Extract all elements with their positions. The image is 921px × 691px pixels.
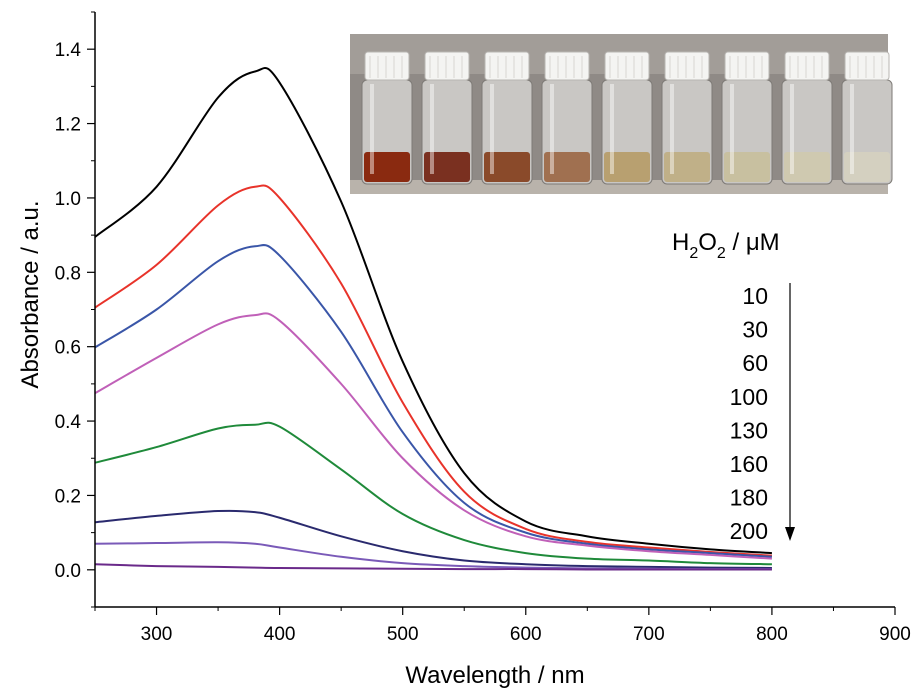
vial-photo-inset [350, 34, 893, 194]
vial [541, 51, 593, 185]
vial [361, 51, 413, 185]
vial-liquid [844, 152, 890, 182]
vial-liquid [484, 152, 530, 182]
y-tick-label: 0.6 [55, 338, 81, 359]
curves-layer [94, 67, 772, 571]
series-line-3 [94, 244, 772, 558]
series-line-5 [94, 421, 772, 566]
vial-highlight [370, 84, 374, 174]
series-line-8 [94, 563, 772, 571]
vial-cap [664, 51, 710, 81]
vial-highlight [790, 84, 794, 174]
legend-title-sub1: 2 [689, 245, 698, 262]
vial-highlight [670, 84, 674, 174]
vial-liquid [664, 152, 710, 182]
vial-liquid [424, 152, 470, 182]
vial-highlight [850, 84, 854, 174]
vial [841, 51, 893, 185]
vials-group [361, 51, 893, 185]
vial-cap [364, 51, 410, 81]
vial-cap [844, 51, 890, 81]
series-line-6 [94, 509, 772, 569]
ticks-layer: 300 400 500 600 700 800 900 0.0 0.2 0.4 0.6 0.8 1.0 1… [55, 11, 911, 645]
x-tick-label: 800 [756, 624, 788, 645]
concentration-labels: 10 30 60 100 130 160 180 200 [730, 283, 768, 544]
vial [421, 51, 473, 185]
vial [481, 51, 533, 185]
vial-highlight [550, 84, 554, 174]
y-tick-label: 0.8 [55, 263, 81, 284]
legend-title-o: O [698, 229, 717, 256]
x-tick-label: 700 [633, 624, 665, 645]
x-tick-label: 400 [264, 624, 296, 645]
vial-cap [724, 51, 770, 81]
vial-liquid [784, 152, 830, 182]
vial-cap [604, 51, 650, 81]
vial-cap [544, 51, 590, 81]
vial-liquid [604, 152, 650, 182]
x-tick-label: 600 [510, 624, 542, 645]
concentration-label: 60 [742, 350, 768, 376]
vial-highlight [490, 84, 494, 174]
series-line-4 [94, 312, 772, 560]
y-tick-label: 0.0 [55, 561, 81, 582]
vial-liquid [364, 152, 410, 182]
vial-cap [424, 51, 470, 81]
legend-title-h: H [672, 229, 689, 256]
vial-cap [784, 51, 830, 81]
vial-highlight [430, 84, 434, 174]
series-line-2 [94, 184, 772, 557]
vial-highlight [610, 84, 614, 174]
x-tick-label: 900 [879, 624, 911, 645]
y-tick-label: 0.4 [55, 412, 82, 433]
vial [661, 51, 713, 185]
vial [721, 51, 773, 185]
y-tick-label: 1.4 [55, 40, 82, 61]
x-tick-label: 500 [387, 624, 419, 645]
y-tick-label: 1.0 [55, 189, 81, 210]
concentration-label: 200 [730, 518, 768, 544]
legend-title: H2O2 / μM [672, 229, 780, 262]
y-tick-label: 1.2 [55, 115, 81, 136]
concentration-label: 130 [730, 417, 768, 443]
x-axis-title: Wavelength / nm [405, 662, 584, 689]
concentration-label: 10 [742, 283, 768, 309]
vial [781, 51, 833, 185]
concentration-label: 160 [730, 451, 768, 477]
vial [601, 51, 653, 185]
legend-title-sub2: 2 [717, 245, 726, 262]
concentration-label: 180 [730, 485, 768, 511]
x-tick-label: 300 [141, 624, 173, 645]
concentration-label: 30 [742, 317, 768, 343]
y-axis-title: Absorbance / a.u. [17, 200, 44, 388]
vial-liquid [544, 152, 590, 182]
legend-title-unit: / μM [726, 229, 780, 256]
series-line-1 [94, 67, 772, 555]
vial-cap [484, 51, 530, 81]
concentration-label: 100 [730, 384, 768, 410]
vial-highlight [730, 84, 734, 174]
arrow-head [785, 527, 795, 541]
vial-liquid [724, 152, 770, 182]
y-tick-label: 0.2 [55, 486, 81, 507]
